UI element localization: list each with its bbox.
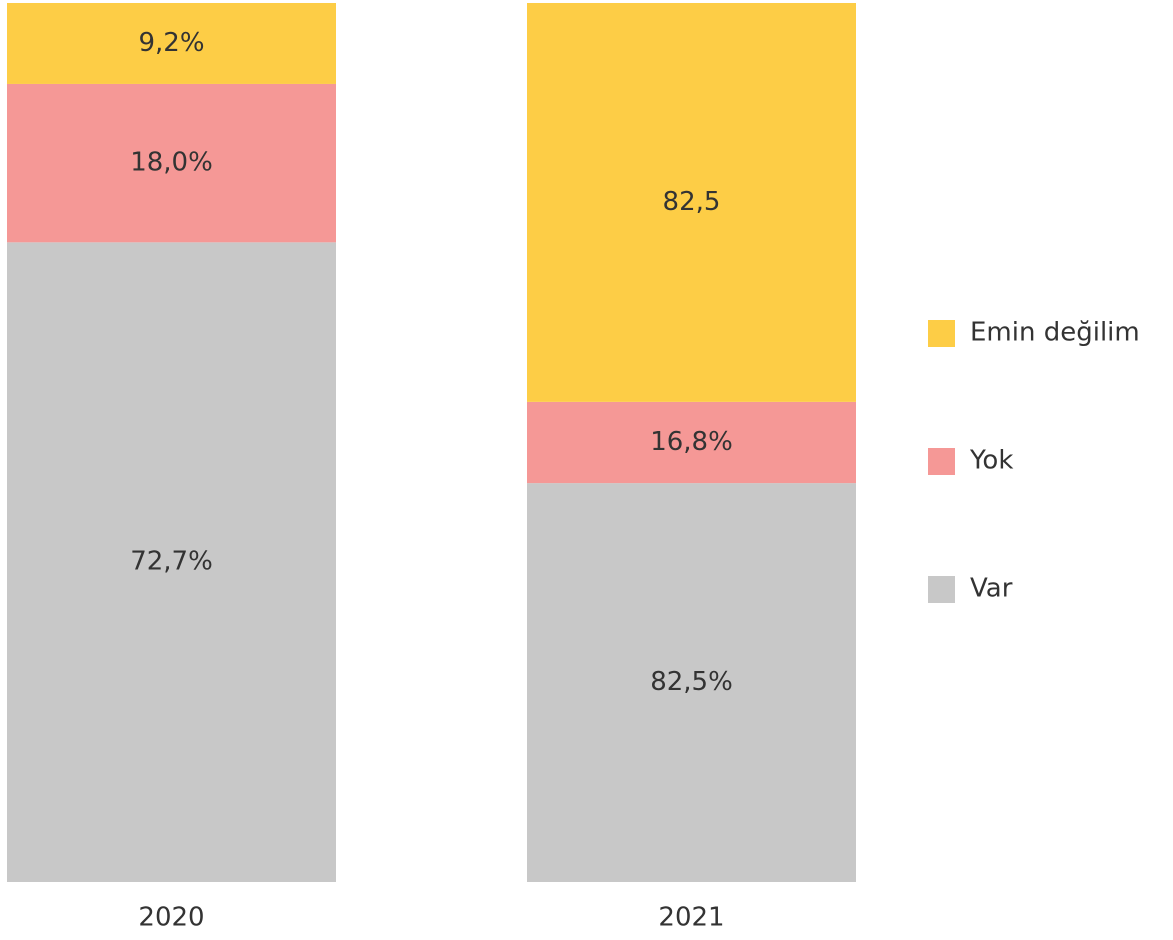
x-tick-label: 2020: [138, 903, 204, 933]
bar-segment: [527, 3, 856, 402]
data-label: 9,2%: [138, 28, 204, 58]
legend-swatch: [928, 448, 955, 475]
legend-label: Yok: [969, 446, 1013, 476]
data-label: 16,8%: [650, 427, 733, 457]
legend-swatch: [928, 320, 955, 347]
data-label: 82,5: [663, 187, 721, 217]
legend-swatch: [928, 576, 955, 603]
legend-label: Emin değilim: [970, 318, 1140, 348]
x-tick-label: 2021: [658, 903, 724, 933]
bar-segment: [7, 83, 336, 243]
bar-segment: [527, 483, 856, 882]
data-label: 18,0%: [130, 148, 213, 178]
bar-segment: [7, 242, 336, 882]
bar-segment: [7, 3, 336, 84]
bar-segment: [527, 401, 856, 484]
data-label: 72,7%: [130, 547, 213, 577]
legend-label: Var: [970, 574, 1013, 604]
data-label: 82,5%: [650, 667, 733, 697]
